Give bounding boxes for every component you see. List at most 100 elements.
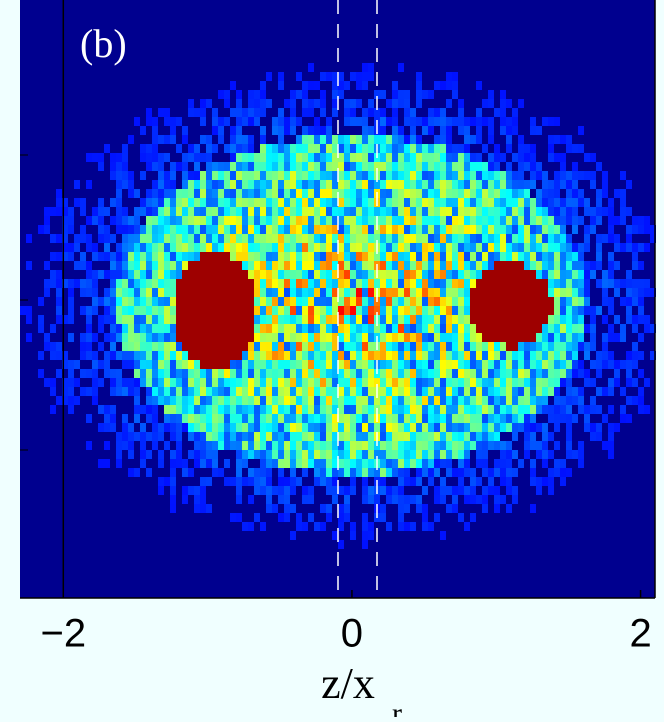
heat-cell (548, 306, 554, 315)
heat-cell (308, 333, 314, 342)
heat-cell (200, 225, 206, 234)
heat-cell (50, 324, 56, 333)
heat-cell (182, 468, 188, 477)
heat-cell (338, 180, 344, 189)
heat-cell (458, 387, 464, 396)
heat-cell (344, 171, 350, 180)
heat-cell (602, 207, 608, 216)
heat-cell (530, 315, 536, 324)
heat-cell (68, 279, 74, 288)
heat-cell (614, 216, 620, 225)
heat-cell (470, 270, 476, 279)
heat-cell (278, 252, 284, 261)
heat-cell (446, 225, 452, 234)
heat-cell (434, 468, 440, 477)
heat-cell (230, 153, 236, 162)
heat-cell (236, 90, 242, 99)
heat-cell (134, 216, 140, 225)
heat-cell (500, 306, 506, 315)
heat-cell (410, 207, 416, 216)
heat-cell (410, 369, 416, 378)
heat-cell (224, 378, 230, 387)
heat-cell (224, 225, 230, 234)
heat-cell (194, 441, 200, 450)
heat-cell (566, 405, 572, 414)
heat-cell (218, 297, 224, 306)
heat-cell (260, 468, 266, 477)
heat-cell (416, 468, 422, 477)
heat-cell (86, 153, 92, 162)
heat-cell (650, 324, 656, 333)
heat-cell (260, 144, 266, 153)
heat-cell (344, 153, 350, 162)
heat-cell (284, 216, 290, 225)
heat-cell (518, 171, 524, 180)
heat-cell (116, 171, 122, 180)
heat-cell (602, 360, 608, 369)
heat-cell (398, 270, 404, 279)
heat-cell (338, 333, 344, 342)
heat-cell (518, 288, 524, 297)
heat-cell (266, 396, 272, 405)
heat-cell (80, 369, 86, 378)
heat-cell (38, 315, 44, 324)
heat-cell (200, 234, 206, 243)
heat-cell (248, 216, 254, 225)
heat-cell (224, 288, 230, 297)
heat-cell (344, 270, 350, 279)
heat-cell (68, 315, 74, 324)
heat-cell (530, 423, 536, 432)
heat-cell (446, 441, 452, 450)
heat-cell (182, 495, 188, 504)
heat-cell (440, 279, 446, 288)
heat-cell (440, 414, 446, 423)
heat-cell (446, 216, 452, 225)
heat-cell (362, 513, 368, 522)
heat-cell (338, 297, 344, 306)
heat-cell (314, 477, 320, 486)
heat-cell (362, 540, 368, 549)
heat-cell (632, 252, 638, 261)
heat-cell (116, 270, 122, 279)
heat-cell (392, 378, 398, 387)
heat-cell (134, 207, 140, 216)
heat-cell (434, 189, 440, 198)
heat-cell (176, 351, 182, 360)
heat-cell (260, 333, 266, 342)
heat-cell (278, 360, 284, 369)
heat-cell (440, 189, 446, 198)
heat-cell (176, 405, 182, 414)
heat-cell (170, 477, 176, 486)
heat-cell (524, 243, 530, 252)
heat-cell (146, 144, 152, 153)
heat-cell (134, 234, 140, 243)
heat-cell (590, 432, 596, 441)
heat-cell (470, 315, 476, 324)
heat-cell (308, 252, 314, 261)
heat-cell (176, 423, 182, 432)
heat-cell (188, 306, 194, 315)
heat-cell (446, 450, 452, 459)
heat-cell (86, 351, 92, 360)
heat-cell (302, 378, 308, 387)
heat-cell (254, 261, 260, 270)
heat-cell (188, 486, 194, 495)
heat-cell (596, 405, 602, 414)
heat-cell (266, 189, 272, 198)
heat-cell (284, 396, 290, 405)
heat-cell (404, 450, 410, 459)
heat-cell (422, 450, 428, 459)
heat-cell (152, 333, 158, 342)
heat-cell (560, 243, 566, 252)
heat-cell (356, 153, 362, 162)
heat-cell (530, 414, 536, 423)
heat-cell (488, 360, 494, 369)
heat-cell (140, 126, 146, 135)
heat-cell (308, 99, 314, 108)
heat-cell (254, 513, 260, 522)
heat-cell (224, 396, 230, 405)
heat-cell (392, 243, 398, 252)
heat-cell (236, 351, 242, 360)
heat-cell (512, 432, 518, 441)
heat-cell (338, 279, 344, 288)
